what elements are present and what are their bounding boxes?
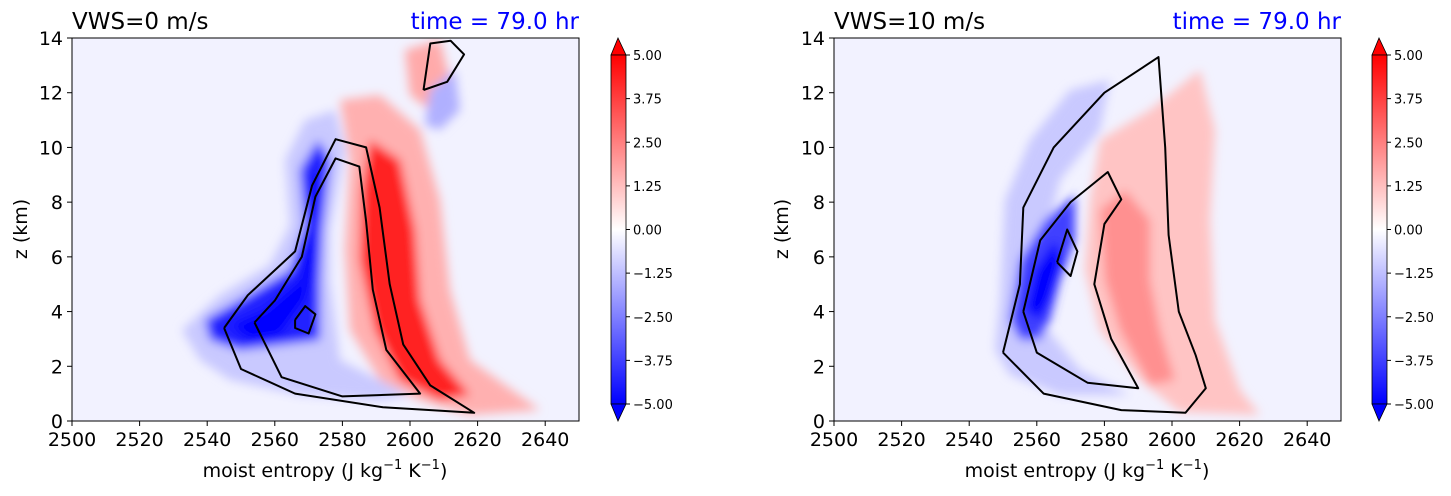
colorbar: 5.00 3.75 2.50 1.25 0.00 −1.25 −2.50 −3.75 −5.00 (610, 37, 673, 422)
x-tick-label: 2620 (453, 429, 501, 451)
negative-strong-region (1025, 240, 1062, 320)
y-tick-label: 4 (51, 302, 63, 324)
positive-core-region (1100, 190, 1175, 385)
y-tick-label: 6 (51, 247, 63, 269)
y-tick-label: 4 (813, 302, 825, 324)
colorbar-extend-max (1371, 37, 1388, 56)
x-tick-label: 2540 (945, 429, 993, 451)
colorbar-tick-label: −2.50 (1394, 311, 1434, 326)
contour-line (294, 305, 317, 335)
colorbar-tick-label: −1.25 (633, 267, 673, 282)
x-tick-label: 2600 (386, 429, 434, 451)
x-tick-label: 2600 (1148, 429, 1196, 451)
colorbar-ticks: 5.00 3.75 2.50 1.25 0.00 −1.25 −2.50 −3.75 −5.00 (1387, 49, 1434, 413)
negative-strong-region (230, 175, 320, 340)
contour-line (223, 138, 476, 414)
colorbar-tick-label: 3.75 (633, 93, 662, 108)
colorbar-tick-label: 1.25 (1394, 180, 1423, 195)
y-tick-label: 10 (39, 137, 63, 159)
y-tick-label: 14 (801, 28, 825, 50)
shading-field (182, 40, 540, 415)
x-tick-label: 2500 (48, 429, 96, 451)
y-tick-label: 0 (813, 411, 825, 433)
colorbar-tick-label: 5.00 (633, 49, 662, 64)
y-tick-label: 2 (813, 356, 825, 378)
x-axis-label: moist entropy (J kg−1 K−1) (965, 458, 1210, 482)
plot-frame (833, 37, 1342, 422)
x-axis-label: moist entropy (J kg−1 K−1) (203, 458, 448, 482)
colorbar-body (1371, 54, 1388, 405)
y-axis-ticks: 0 2 4 6 8 10 12 14 (801, 28, 834, 433)
negative-upper-region (425, 70, 460, 130)
colorbar-extend-min (1371, 403, 1388, 422)
colorbar-tick-label: −1.25 (1394, 267, 1434, 282)
colorbar-tick-label: −3.75 (1394, 354, 1434, 369)
x-tick-label: 2640 (521, 429, 569, 451)
contour-line (1002, 56, 1207, 414)
colorbar-ticks: 5.00 3.75 2.50 1.25 0.00 −1.25 −2.50 −3.75 −5.00 (626, 49, 673, 413)
colorbar-tick-label: 2.50 (633, 136, 662, 151)
colorbar-tick-label: 0.00 (1394, 224, 1423, 239)
positive-core-region (360, 140, 470, 400)
colorbar-extend-max (610, 37, 627, 56)
panel-vws-0: 2500 2520 2540 2560 2580 2600 2620 2640 0 2 4 6 8 10… (10, 9, 673, 482)
colorbar-tick-label: 0.00 (633, 224, 662, 239)
x-tick-label: 2540 (183, 429, 231, 451)
x-tick-label: 2520 (877, 429, 925, 451)
y-axis-label: z (km) (10, 199, 32, 259)
colorbar-tick-label: 2.50 (1394, 136, 1423, 151)
colorbar-tick-label: −2.50 (633, 311, 673, 326)
colorbar-tick-label: 1.25 (633, 180, 662, 195)
y-tick-label: 10 (801, 137, 825, 159)
x-tick-label: 2560 (251, 429, 299, 451)
y-tick-label: 0 (51, 411, 63, 433)
x-axis-ticks: 2500 2520 2540 2560 2580 2600 2620 2640 (810, 421, 1331, 451)
x-axis-ticks: 2500 2520 2540 2560 2580 2600 2620 2640 (48, 421, 569, 451)
y-tick-label: 14 (39, 28, 63, 50)
plot-frame (71, 37, 580, 422)
contour-line (1022, 171, 1140, 390)
x-tick-label: 2580 (318, 429, 366, 451)
x-tick-label: 2580 (1080, 429, 1128, 451)
shading-field (995, 70, 1260, 415)
contour-line (253, 157, 422, 398)
colorbar-extend-min (610, 403, 627, 422)
y-tick-label: 12 (39, 83, 63, 105)
y-tick-label: 6 (813, 247, 825, 269)
panel-vws-10: 2500 2520 2540 2560 2580 2600 2620 2640 0 2 4 6 8 10… (771, 9, 1434, 482)
colorbar-tick-label: −5.00 (1394, 398, 1434, 413)
panel-title: VWS=10 m/s (834, 9, 985, 35)
y-tick-label: 8 (813, 192, 825, 214)
y-tick-label: 12 (801, 83, 825, 105)
contour-lines (223, 39, 476, 414)
colorbar-tick-label: 3.75 (1394, 93, 1423, 108)
x-tick-label: 2620 (1215, 429, 1263, 451)
y-tick-label: 8 (51, 192, 63, 214)
time-annotation: time = 79.0 hr (411, 9, 580, 35)
colorbar: 5.00 3.75 2.50 1.25 0.00 −1.25 −2.50 −3.75 −5.00 (1371, 37, 1434, 422)
panel-title: VWS=0 m/s (72, 9, 208, 35)
contour-line (422, 39, 466, 91)
colorbar-tick-label: −5.00 (633, 398, 673, 413)
y-axis-ticks: 0 2 4 6 8 10 12 14 (39, 28, 72, 433)
y-axis-label: z (km) (771, 199, 793, 259)
contour-line (1056, 228, 1079, 277)
x-tick-label: 2560 (1013, 429, 1061, 451)
colorbar-tick-label: 5.00 (1394, 49, 1423, 64)
contour-lines (1002, 56, 1207, 414)
x-tick-label: 2520 (115, 429, 163, 451)
time-annotation: time = 79.0 hr (1173, 9, 1342, 35)
colorbar-body (610, 54, 627, 405)
y-tick-label: 2 (51, 356, 63, 378)
x-tick-label: 2640 (1283, 429, 1331, 451)
x-tick-label: 2500 (810, 429, 858, 451)
colorbar-tick-label: −3.75 (633, 354, 673, 369)
